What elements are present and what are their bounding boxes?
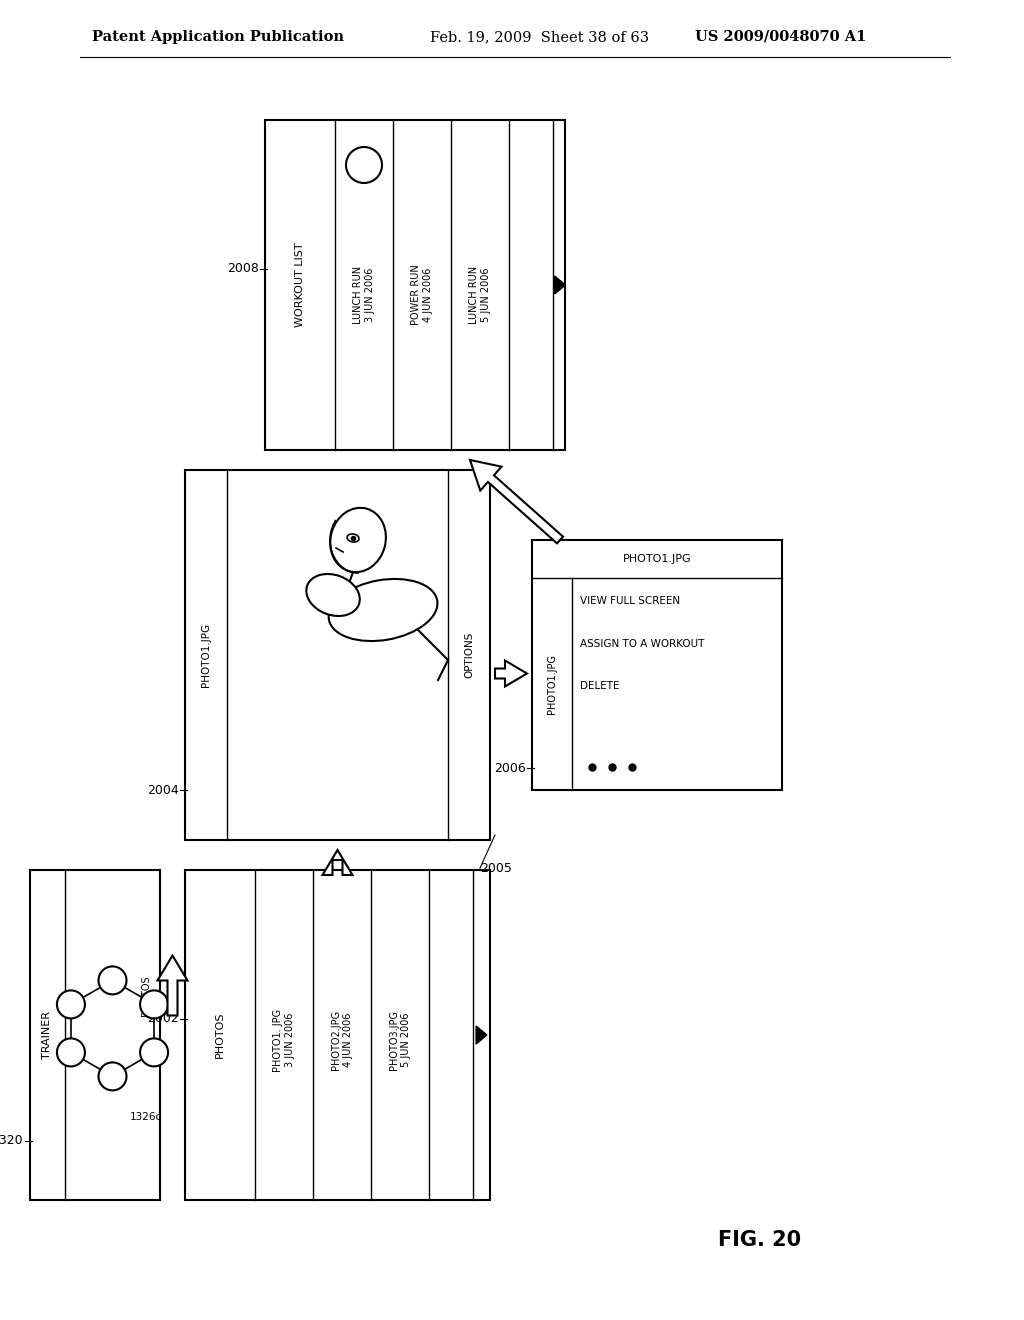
Text: 2002: 2002 (147, 1012, 179, 1026)
Text: 1320: 1320 (0, 1134, 24, 1147)
Text: LUNCH RUN
3 JUN 2006: LUNCH RUN 3 JUN 2006 (353, 265, 375, 325)
Text: 1326c: 1326c (130, 1113, 162, 1122)
Text: Patent Application Publication: Patent Application Publication (92, 30, 344, 44)
Circle shape (57, 990, 85, 1019)
Circle shape (98, 1063, 127, 1090)
Text: OPTIONS: OPTIONS (464, 632, 474, 678)
Polygon shape (476, 1026, 486, 1044)
Circle shape (98, 966, 127, 994)
Text: LUNCH RUN
5 JUN 2006: LUNCH RUN 5 JUN 2006 (469, 265, 492, 325)
Ellipse shape (329, 579, 437, 642)
Ellipse shape (347, 533, 359, 543)
Bar (265, 120, 565, 450)
Text: TRAINER: TRAINER (43, 1011, 52, 1059)
Circle shape (140, 1039, 168, 1067)
Text: PHOTO1.JPG: PHOTO1.JPG (547, 653, 557, 714)
Text: PHOTO3.JPG
5 JUN 2006: PHOTO3.JPG 5 JUN 2006 (389, 1010, 412, 1071)
Ellipse shape (306, 574, 359, 616)
Text: 2008: 2008 (227, 261, 259, 275)
Polygon shape (470, 459, 563, 544)
Text: P: P (360, 158, 368, 172)
Polygon shape (158, 956, 187, 1015)
Polygon shape (555, 276, 565, 294)
Bar (30, 870, 160, 1200)
Bar (532, 540, 782, 789)
Bar (185, 870, 490, 1200)
Polygon shape (323, 850, 352, 875)
Bar (185, 470, 490, 840)
Text: PHOTO1. JPG
3 JUN 2006: PHOTO1. JPG 3 JUN 2006 (272, 1008, 295, 1072)
Text: 2005: 2005 (480, 862, 512, 874)
Text: DELETE: DELETE (580, 681, 620, 692)
Text: PHOTOS: PHOTOS (140, 975, 151, 1015)
Ellipse shape (330, 508, 386, 572)
Text: PHOTO1.JPG: PHOTO1.JPG (201, 623, 211, 688)
Circle shape (57, 1039, 85, 1067)
Circle shape (140, 990, 168, 1019)
Circle shape (346, 147, 382, 183)
Text: PHOTO2.JPG
4 JUN 2006: PHOTO2.JPG 4 JUN 2006 (331, 1010, 353, 1071)
Text: POWER RUN
4 JUN 2006: POWER RUN 4 JUN 2006 (411, 264, 433, 325)
Text: WORKOUT LIST: WORKOUT LIST (295, 243, 305, 327)
Text: 2004: 2004 (147, 784, 179, 796)
Text: 2006: 2006 (494, 762, 525, 775)
Text: FIG. 20: FIG. 20 (719, 1230, 802, 1250)
Text: VIEW FULL SCREEN: VIEW FULL SCREEN (580, 597, 680, 606)
Text: US 2009/0048070 A1: US 2009/0048070 A1 (695, 30, 866, 44)
Text: Feb. 19, 2009  Sheet 38 of 63: Feb. 19, 2009 Sheet 38 of 63 (430, 30, 649, 44)
Polygon shape (495, 660, 527, 686)
Text: ASSIGN TO A WORKOUT: ASSIGN TO A WORKOUT (580, 639, 705, 648)
Text: PHOTO1.JPG: PHOTO1.JPG (623, 554, 691, 564)
Text: PHOTOS: PHOTOS (215, 1011, 225, 1059)
